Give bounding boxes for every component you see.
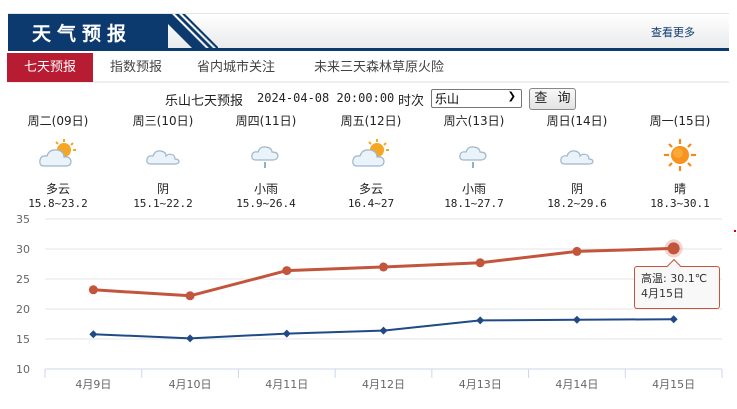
y-tick-label: 25 xyxy=(16,273,30,286)
day-card: 周三(10日) 阴 15.1~22.2 xyxy=(108,112,218,211)
tooltip-value: 高温: 30.1℃ xyxy=(641,272,708,285)
temp-range: 18.3~30.1 xyxy=(650,197,710,210)
low-temp-point[interactable] xyxy=(669,315,678,324)
weather-text: 多云 xyxy=(45,182,70,196)
sunny-icon xyxy=(658,138,702,172)
day-card: 周二(09日) 多云 15.8~23.2 xyxy=(3,112,113,211)
y-tick-label: 10 xyxy=(16,363,30,376)
query-button[interactable]: 查 询 xyxy=(529,88,576,110)
x-tick-label: 4月15日 xyxy=(652,378,695,391)
low-temp-point[interactable] xyxy=(186,334,195,343)
weather-text: 小雨 xyxy=(253,182,278,196)
weather-text: 多云 xyxy=(358,182,383,196)
day-name: 周一(15日) xyxy=(649,114,711,128)
day-name: 周六(13日) xyxy=(443,114,505,128)
day-card: 周四(11日) 小雨 15.9~26.4 xyxy=(211,112,321,211)
high-temp-point[interactable] xyxy=(185,291,195,301)
query-bar: 乐山七天预报 2024-04-08 20:00:00 时次 乐山 ❯ 查 询 xyxy=(0,88,737,110)
temp-range: 15.8~23.2 xyxy=(28,197,88,210)
header-stripes-decoration xyxy=(158,14,218,49)
high-temp-point[interactable] xyxy=(475,258,485,268)
day-name: 周二(09日) xyxy=(27,114,89,128)
view-more-link[interactable]: 查看更多 xyxy=(651,26,695,39)
header-title: 天气预报 xyxy=(32,23,133,45)
section-header: 天气预报 查看更多 xyxy=(8,13,729,51)
weather-text: 晴 xyxy=(673,182,686,196)
low-temp-point[interactable] xyxy=(476,316,485,325)
day-card: 周日(14日) 阴 18.2~29.6 xyxy=(522,112,632,211)
header-underline xyxy=(8,48,729,51)
partly-cloudy-icon xyxy=(349,138,393,172)
x-tick-label: 4月9日 xyxy=(75,378,111,391)
tab-fire-risk[interactable]: 未来三天森林草原火险 xyxy=(314,60,445,75)
x-tick-label: 4月13日 xyxy=(459,378,502,391)
tab-index-forecast[interactable]: 指数预报 xyxy=(110,60,163,75)
y-tick-label: 35 xyxy=(16,213,30,226)
day-name: 周三(10日) xyxy=(132,114,194,128)
high-temp-point[interactable] xyxy=(667,242,680,255)
low-temp-point[interactable] xyxy=(379,326,388,335)
day-card: 周五(12日) 多云 16.4~27 xyxy=(316,112,426,211)
x-tick-label: 4月10日 xyxy=(169,378,212,391)
y-tick-label: 30 xyxy=(16,243,30,256)
scroll-indicator xyxy=(734,230,736,232)
forecast-title: 乐山七天预报 xyxy=(165,94,244,109)
weather-text: 阴 xyxy=(156,182,169,196)
day-name: 周日(14日) xyxy=(546,114,608,128)
light-rain-icon xyxy=(244,138,288,172)
y-tick-label: 15 xyxy=(16,333,30,346)
header-title-block: 天气预报 xyxy=(8,14,168,49)
temperature-line-chart: 10 15 20 25 30 35 4月9日 4月10日 4月11日 4月12日 4月13日 4月14… xyxy=(16,213,723,391)
tooltip-date: 4月15日 xyxy=(641,287,684,300)
x-tick-label: 4月12日 xyxy=(362,378,405,391)
city-select[interactable]: 乐山 ❯ xyxy=(431,89,522,108)
temp-range: 16.4~27 xyxy=(347,197,395,210)
temp-range: 15.1~22.2 xyxy=(133,197,193,210)
high-temp-point[interactable] xyxy=(282,266,292,276)
temp-range: 18.2~29.6 xyxy=(547,197,607,210)
weather-text: 阴 xyxy=(570,182,583,196)
overcast-icon xyxy=(141,138,185,172)
chevron-down-icon: ❯ xyxy=(507,91,516,102)
low-temp-point[interactable] xyxy=(89,330,98,339)
day-card: 周六(13日) 小雨 18.1~27.7 xyxy=(419,112,529,211)
y-tick-label: 20 xyxy=(16,303,30,316)
day-name: 周五(12日) xyxy=(340,114,402,128)
high-temp-point[interactable] xyxy=(379,262,388,272)
x-tick-label: 4月11日 xyxy=(265,378,308,391)
temp-range: 15.9~26.4 xyxy=(236,197,296,210)
day-card: 周一(15日) 晴 18.3~30.1 xyxy=(625,112,735,211)
overcast-icon xyxy=(555,138,599,172)
chart-tooltip: 高温: 30.1℃ 4月15日 xyxy=(634,258,720,309)
high-temp-point[interactable] xyxy=(88,285,98,295)
tab-seven-day[interactable]: 七天预报 xyxy=(7,53,93,82)
x-tick-label: 4月14日 xyxy=(555,378,598,391)
forecast-datetime: 2024-04-08 20:00:00 xyxy=(257,91,395,105)
city-select-value: 乐山 xyxy=(435,92,460,106)
seven-day-forecast: 周二(09日) 多云 15.8~23.2 周三(10日) 阴 15.1~22.2… xyxy=(0,112,737,210)
weather-text: 小雨 xyxy=(461,182,486,196)
high-temp-point[interactable] xyxy=(572,246,582,256)
day-name: 周四(11日) xyxy=(235,114,297,128)
forecast-tabs: 七天预报 指数预报 省内城市关注 未来三天森林草原火险 xyxy=(7,53,729,83)
low-temp-point[interactable] xyxy=(282,329,291,338)
low-temp-point[interactable] xyxy=(572,315,581,324)
tab-province-cities[interactable]: 省内城市关注 xyxy=(197,60,276,75)
partly-cloudy-icon xyxy=(36,138,80,172)
high-temp-line xyxy=(93,246,674,298)
temp-range: 18.1~27.7 xyxy=(444,197,504,210)
time-slot-label: 时次 xyxy=(398,94,425,109)
light-rain-icon xyxy=(452,138,496,172)
